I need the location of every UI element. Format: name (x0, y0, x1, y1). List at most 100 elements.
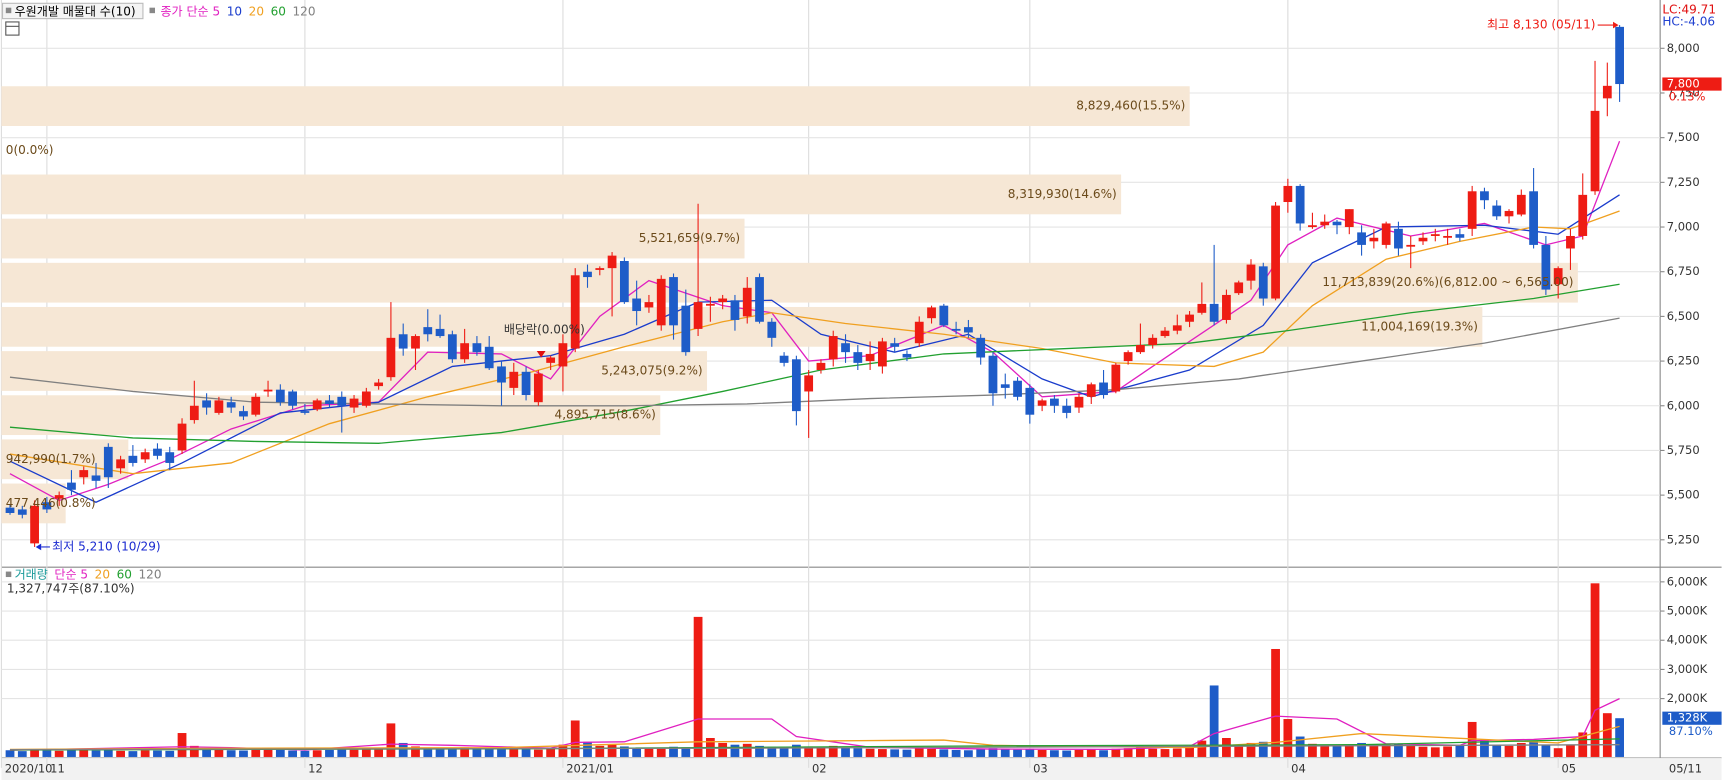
y-tick-label: 6,750 (1667, 264, 1700, 278)
volume-bar (17, 751, 27, 757)
volume-bar (349, 749, 359, 757)
candle-body (42, 502, 52, 510)
candle-body (1418, 237, 1428, 242)
candle-body (484, 346, 494, 369)
volume-bar (558, 744, 568, 757)
volume-bar (1111, 748, 1121, 757)
candle-body (435, 328, 445, 337)
candle-body (669, 277, 678, 326)
chart-title: 우원개발 매물대 수(10) (15, 5, 136, 19)
volume-profile-label: 8,829,460(15.5%) (1076, 99, 1185, 113)
candle-body (1308, 225, 1317, 228)
candle-body (619, 260, 629, 303)
volume-bar (214, 749, 224, 757)
volume-bar (116, 750, 125, 757)
volume-bar (1430, 747, 1440, 757)
volume-bar (964, 750, 973, 757)
volume-bar (988, 748, 998, 757)
volume-bar (5, 750, 15, 757)
volume-bar (693, 616, 703, 757)
volume-bar (30, 749, 39, 757)
volume-bar (312, 750, 322, 757)
volume-bar (1308, 743, 1317, 757)
volume-bar (1222, 737, 1231, 757)
volume-profile-band (1, 218, 745, 259)
candle-body (30, 505, 39, 544)
volume-bar (251, 749, 261, 757)
volume-bar (288, 750, 298, 757)
candle-body (951, 328, 961, 331)
candle-body (742, 287, 752, 317)
candle-body (1074, 396, 1084, 408)
candle-body (509, 371, 519, 388)
volume-bar (644, 748, 654, 757)
volume-bar (755, 745, 764, 757)
candle-body (300, 411, 310, 413)
title-box (1, 2, 144, 20)
volume-bar (742, 743, 752, 757)
candle-body (1590, 110, 1600, 192)
volume-profile-label: 942,990(1.7%) (6, 452, 96, 466)
volume-bar (79, 749, 89, 757)
y-tick-label: 5,250 (1667, 532, 1700, 546)
volume-bar (67, 750, 76, 757)
ex-dividend-label: 배당락(0.00%) (504, 323, 585, 337)
candle-body (779, 355, 789, 363)
candle-body (1602, 85, 1612, 99)
volume-bar (1566, 744, 1575, 757)
volume-profile-label: 8,319,930(14.6%) (1008, 187, 1117, 201)
candle-body (791, 359, 801, 412)
calendar-icon[interactable] (5, 21, 20, 36)
volume-bar (1013, 749, 1022, 757)
candle-body (1099, 382, 1108, 396)
hc-label: HC:-4.06 (1662, 14, 1715, 28)
volume-bar (1295, 736, 1305, 757)
x-tick-label: 2021/01 (566, 762, 614, 776)
candle-body (1086, 384, 1096, 397)
candle-body (656, 278, 666, 326)
candle-body (1455, 234, 1465, 238)
candle-body (275, 389, 285, 403)
x-tick-label: 03 (1033, 762, 1048, 776)
volume-profile-band (1, 351, 708, 391)
volume-bar (263, 749, 273, 757)
y-tick-label: 6,250 (1667, 354, 1700, 368)
last-price-label: 7,800 (1667, 77, 1700, 91)
y-tick-label: 6,500 (1667, 309, 1700, 323)
candle-body (1394, 228, 1403, 249)
candle-body (349, 398, 359, 408)
volume-bar (1086, 749, 1096, 757)
candle-body (1160, 330, 1170, 337)
y-tick-label: 7,500 (1667, 130, 1700, 144)
volume-bar (804, 746, 814, 757)
volume-bar (1099, 750, 1108, 757)
volume-bar (1394, 743, 1403, 757)
volume-bar (1504, 745, 1514, 757)
volume-bar (521, 749, 531, 757)
volume-bar (1197, 740, 1207, 757)
volume-bar (54, 750, 64, 757)
candle-body (767, 321, 777, 338)
volume-bar (1406, 745, 1416, 757)
lc-label: LC:49.71 (1662, 2, 1716, 16)
volume-bar (853, 748, 863, 757)
candle-body (1025, 387, 1035, 415)
volume-bar (656, 748, 666, 757)
candle-body (1516, 194, 1526, 215)
candle-body (472, 343, 482, 353)
volume-bar (1480, 740, 1489, 757)
low-label: 최저 5,210 (10/29) (52, 539, 160, 553)
volume-bar (595, 745, 605, 757)
volume-bar (865, 748, 875, 757)
high-arrowhead (1613, 21, 1619, 29)
candle-body (1000, 384, 1010, 388)
ma-line (9, 744, 1620, 751)
candle-body (17, 509, 27, 515)
volume-bar (1123, 748, 1133, 757)
volume-bar (1492, 744, 1502, 757)
mark-layer (5, 25, 1624, 757)
icon (5, 7, 12, 14)
ma-line (9, 210, 1620, 475)
candle-body (1123, 352, 1133, 362)
volume-bar (472, 747, 482, 757)
